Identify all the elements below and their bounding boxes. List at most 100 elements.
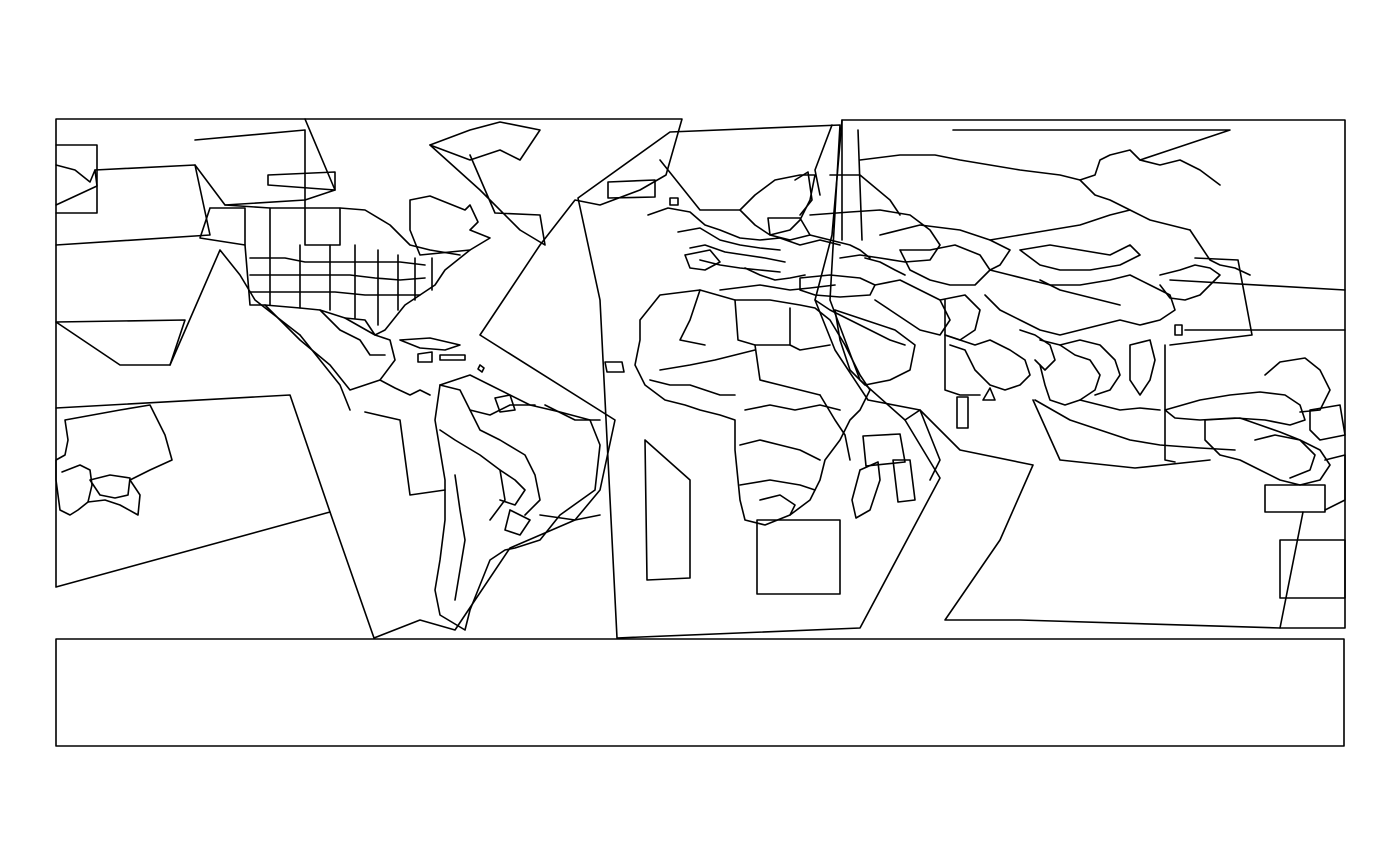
- boundary-atlantic-poly: [644, 439, 691, 581]
- boundary-sahel-1: [659, 349, 756, 371]
- boundary-sahel-2: [754, 344, 821, 396]
- boundary-pacific-islands-left: [55, 404, 173, 516]
- boundary-central-asia: [899, 244, 991, 286]
- boundary-labrador: [409, 195, 491, 256]
- boundary-caribbean-islands: [477, 364, 485, 373]
- boundary-ukraine-belarus: [809, 234, 871, 259]
- boundary-malaysia: [1079, 399, 1161, 411]
- boundary-central-europe-1: [677, 227, 781, 251]
- boundary-philippines: [1129, 339, 1156, 396]
- boundary-east-africa: [819, 394, 851, 461]
- boundary-south-america-outline: [434, 374, 601, 631]
- boundary-turkey: [799, 274, 876, 298]
- boundary-canada-northwest: [194, 129, 306, 206]
- boundary-madagascar: [851, 461, 881, 519]
- boundary-southern-africa: [739, 479, 816, 491]
- boundary-hawaii-region: [299, 334, 351, 411]
- boundary-tasmania: [1279, 539, 1346, 599]
- boundary-pacific-east: [55, 394, 331, 513]
- boundary-ocean-lines-se: [1279, 511, 1304, 629]
- boundary-scandinavia: [739, 174, 816, 236]
- boundary-australia-interior: [1254, 434, 1316, 479]
- boundary-paraguay: [499, 469, 526, 506]
- boundary-canada-islands: [429, 121, 541, 161]
- boundary-hispaniola: [417, 351, 433, 363]
- boundary-usa-states-row2: [249, 274, 426, 281]
- boundary-peru-bolivia: [439, 429, 506, 521]
- boundary-southern-africa-2: [759, 494, 796, 516]
- boundary-oceania-east: [1264, 357, 1331, 413]
- boundary-africa-outline: [634, 289, 871, 526]
- boundary-mozambique: [892, 459, 916, 503]
- boundary-australia: [1204, 417, 1331, 486]
- boundary-guianas: [494, 394, 516, 413]
- boundary-lines: [55, 118, 1346, 747]
- boundary-indian-ocean-line: [904, 409, 941, 481]
- boundary-mexico: [264, 304, 396, 391]
- boundary-caucasus: [864, 257, 906, 276]
- boundary-divider-2: [857, 129, 863, 241]
- boundary-alaska: [55, 144, 98, 214]
- boundary-north-africa-2: [734, 299, 791, 346]
- boundary-hudson: [267, 171, 336, 191]
- boundary-china-interior: [1039, 279, 1121, 306]
- boundary-russia-east: [952, 129, 1231, 161]
- boundary-divider-3: [814, 124, 833, 196]
- boundary-india: [944, 334, 1031, 391]
- boundary-mexico-interior: [319, 309, 386, 356]
- boundary-china: [984, 269, 1176, 336]
- boundary-arabia: [834, 309, 916, 386]
- boundary-south-asia-frame: [944, 299, 981, 396]
- boundary-east-offshore-line: [1164, 344, 1176, 463]
- boundary-central-europe-2: [689, 244, 786, 263]
- boundary-puerto-rico: [439, 354, 466, 361]
- boundary-hawaii-poly: [169, 249, 301, 366]
- boundary-eurasia-frame: [814, 119, 1346, 629]
- boundary-argentina-chile: [454, 474, 466, 601]
- boundary-cuba: [399, 337, 461, 351]
- boundary-russia-far-east: [1189, 229, 1251, 276]
- antarctica-box: [55, 638, 1345, 747]
- boundary-brazil: [469, 409, 541, 516]
- boundary-usa-states-row3: [249, 291, 421, 296]
- boundary-new-zealand-box: [1264, 484, 1326, 513]
- boundary-maldives: [956, 396, 969, 429]
- boundary-japan-box: [1169, 257, 1253, 346]
- boundary-usa-north: [304, 199, 341, 246]
- boundary-bangladesh-myanmar: [1019, 329, 1056, 371]
- boundary-congo: [739, 439, 821, 461]
- boundary-south-pacific-poly: [1324, 454, 1346, 511]
- boundary-middle-east-1: [814, 299, 906, 346]
- boundary-indochina: [1059, 339, 1121, 396]
- boundary-usa-west: [199, 207, 246, 246]
- boundary-north-africa-3: [789, 307, 831, 351]
- boundary-uk-ireland: [607, 179, 656, 199]
- boundary-sa-east-lines: [544, 404, 601, 421]
- boundary-west-atlantic-islands: [604, 361, 625, 373]
- boundary-west-africa: [649, 379, 736, 396]
- boundary-afghanistan-pakistan: [939, 294, 981, 341]
- boundary-indian-ocean-isl: [862, 433, 906, 467]
- boundary-southeast-asia: [1039, 339, 1101, 406]
- boundary-iberia: [684, 249, 721, 271]
- boundary-sri-lanka: [982, 387, 996, 401]
- boundary-balkans: [744, 267, 806, 281]
- boundary-iceland: [669, 197, 679, 206]
- boundary-central-america: [379, 379, 431, 396]
- boundary-russia-main: [859, 149, 1221, 186]
- boundary-south-africa-box: [756, 519, 841, 595]
- boundary-canada-border: [224, 204, 461, 256]
- boundary-taiwan: [1174, 324, 1183, 336]
- boundary-uruguay: [504, 509, 531, 536]
- boundary-greenland: [429, 144, 546, 246]
- boundary-baltic: [767, 217, 811, 241]
- boundary-pacific-islands-right: [1309, 404, 1346, 441]
- boundary-finland: [794, 171, 813, 216]
- boundary-mediterranean: [719, 284, 836, 291]
- boundary-north-america-frame: [55, 118, 683, 639]
- boundary-europe-north: [659, 159, 741, 211]
- boundary-russia-west: [829, 174, 901, 216]
- boundary-siberia-coast: [1079, 179, 1131, 211]
- boundary-central-europe-3: [699, 259, 781, 273]
- boundary-sa-offshore: [539, 514, 601, 521]
